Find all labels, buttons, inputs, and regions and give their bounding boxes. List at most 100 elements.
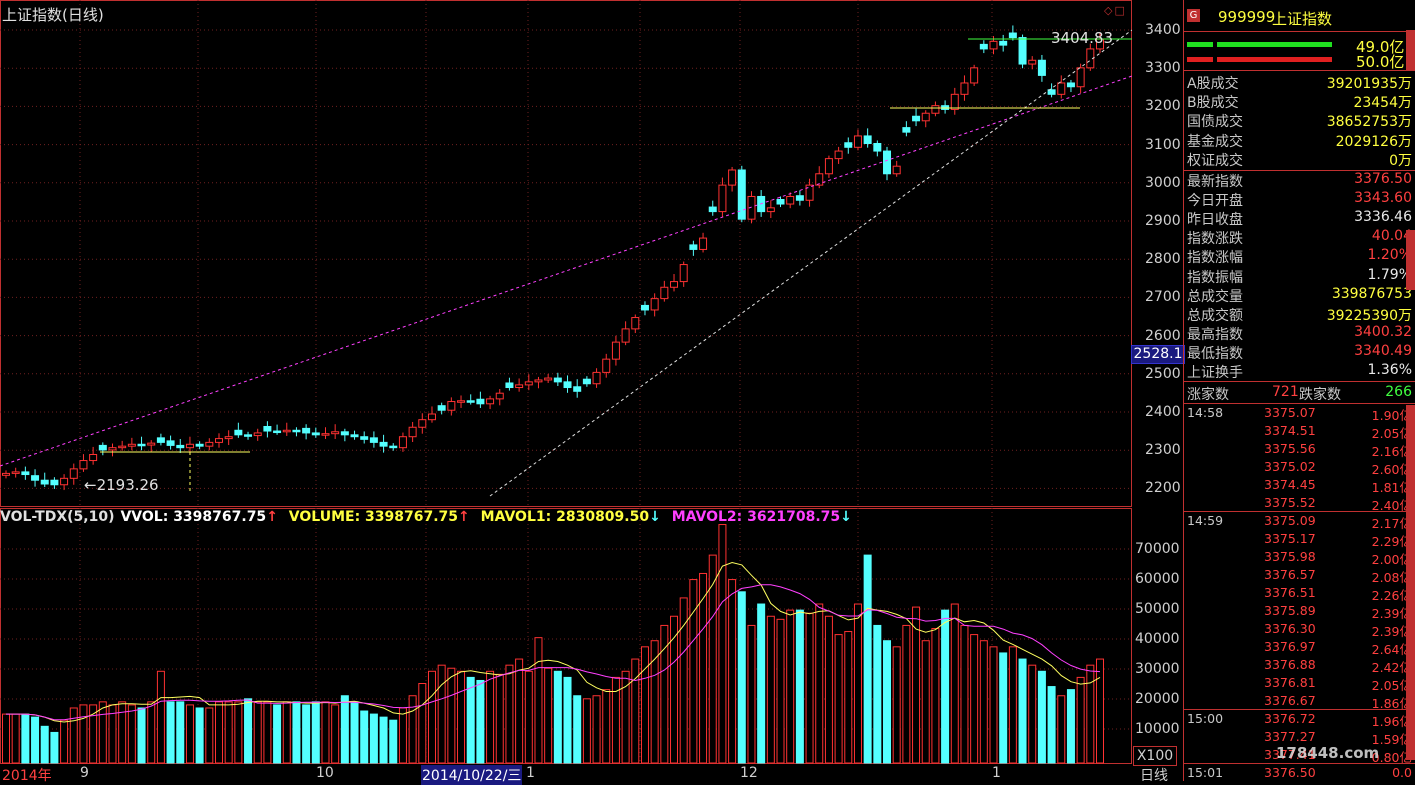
candle-body [999, 40, 1008, 46]
tick-price: 3377.27 [1264, 729, 1316, 744]
x-label-jan: 1 [992, 765, 1001, 781]
tick-time: 15:01 [1187, 765, 1224, 780]
volume-bar [824, 615, 833, 764]
candle-body [689, 244, 698, 250]
tick-row[interactable]: 3376.81 2.05亿 [1184, 675, 1415, 693]
trend-line-magenta [0, 75, 1132, 467]
tick-volume: 2.05亿 [1371, 426, 1412, 441]
x-label-dec: 12 [740, 765, 758, 781]
quote-label: 上证换手 [1187, 365, 1243, 381]
candle-body [747, 195, 756, 220]
tick-row[interactable]: 3376.88 2.42亿 [1184, 657, 1415, 675]
candle-body [553, 377, 562, 383]
breadth-row: 涨家数 721 跌家数 266 [1184, 384, 1415, 403]
volume-bar [1066, 689, 1075, 764]
candle-body [505, 382, 514, 389]
tick-scrollbar[interactable] [1406, 405, 1415, 760]
tick-row[interactable]: 15:01 3376.50 0.0 [1184, 765, 1415, 783]
tick-row[interactable]: 3375.17 2.29亿 [1184, 531, 1415, 549]
candle-body [311, 432, 320, 436]
tick-row[interactable]: 3376.30 2.39亿 [1184, 621, 1415, 639]
volume-bar [437, 664, 446, 764]
tick-row[interactable]: 3377.41 0.80亿 [1184, 747, 1415, 765]
volume-bar [389, 719, 398, 764]
quote-row: 最高指数 3400.32 [1184, 324, 1415, 343]
candle-body [602, 358, 611, 373]
candle-body [466, 400, 475, 403]
period-label[interactable]: 日线 [1140, 768, 1168, 784]
sell-bar [1217, 57, 1332, 62]
fall-count: 266 [1385, 384, 1412, 400]
tick-row[interactable]: 3375.56 2.16亿 [1184, 441, 1415, 459]
x-label-oct: 10 [316, 765, 334, 781]
candle-body [524, 381, 533, 386]
quote-row: 上证换手 1.36% [1184, 362, 1415, 381]
volume-bar [989, 646, 998, 764]
tick-row[interactable]: 3377.27 1.59亿 [1184, 729, 1415, 747]
candle-body [369, 437, 378, 443]
kline-chart[interactable] [0, 0, 1132, 781]
tick-row[interactable]: 3376.67 1.86亿 [1184, 693, 1415, 711]
candle-body [79, 460, 88, 470]
volume-bar [573, 695, 582, 764]
tick-row[interactable]: 14:59 3375.09 2.17亿 [1184, 513, 1415, 531]
chart-area[interactable]: 上证指数(日线) ◇□ VOL-TDX(5,10) VVOL: 3398767.7… [0, 0, 1177, 785]
volume-bar [166, 701, 175, 764]
candle-body [921, 112, 930, 122]
tick-volume: 2.00亿 [1371, 552, 1412, 567]
scroll-handle-mid[interactable] [1406, 230, 1415, 290]
tick-price: 3375.52 [1264, 495, 1316, 510]
g-icon[interactable]: G [1187, 9, 1200, 22]
candle-body [863, 135, 872, 145]
volume-bar [650, 640, 659, 764]
candle-body [302, 427, 311, 434]
candle-body [737, 169, 746, 220]
price-axis-label: 2700 [1145, 289, 1181, 306]
tick-volume: 2.64亿 [1371, 642, 1412, 657]
candle-body [824, 158, 833, 175]
candle-body [611, 341, 620, 360]
tick-row[interactable]: 3375.02 2.60亿 [1184, 459, 1415, 477]
volume-bar [118, 701, 127, 764]
volume-bar [757, 603, 766, 764]
tick-row[interactable]: 3374.45 1.81亿 [1184, 477, 1415, 495]
volume-bar [302, 704, 311, 764]
tick-row[interactable]: 3376.57 2.08亿 [1184, 567, 1415, 585]
window-control-icon[interactable]: ◇□ [1104, 4, 1127, 17]
tick-row[interactable]: 3375.89 2.39亿 [1184, 603, 1415, 621]
tick-price: 3376.81 [1264, 675, 1316, 690]
candle-body [979, 43, 988, 50]
candle-body [805, 184, 814, 201]
candle-body [224, 436, 233, 440]
tick-row[interactable]: 14:58 3375.07 1.90亿 [1184, 405, 1415, 423]
tick-row[interactable]: 3375.98 2.00亿 [1184, 549, 1415, 567]
tick-volume: 1.81亿 [1371, 480, 1412, 495]
stat-label: 国债成交 [1187, 114, 1243, 131]
stat-value: 23454万 [1353, 95, 1412, 112]
candle-body [728, 169, 737, 186]
volume-bar [640, 646, 649, 764]
volume-bar [418, 683, 427, 764]
volume-bar [263, 701, 272, 764]
tick-price: 3374.45 [1264, 477, 1316, 492]
quote-row: 最低指数 3340.49 [1184, 343, 1415, 362]
scroll-handle-top[interactable] [1406, 30, 1415, 70]
candle-body [292, 429, 301, 433]
candle-body [573, 386, 582, 392]
tick-row[interactable]: 3376.51 2.26亿 [1184, 585, 1415, 603]
index-name: 上证指数 [1272, 10, 1333, 28]
watermark: 178448.com [1276, 744, 1380, 762]
volume-bar [776, 618, 785, 764]
tick-row[interactable]: 15:00 3376.72 1.96亿 [1184, 711, 1415, 729]
price-axis-label: 2300 [1145, 442, 1181, 459]
tick-row[interactable]: 3375.52 2.40亿 [1184, 495, 1415, 513]
candle-body [21, 471, 30, 476]
candle-body [776, 198, 785, 205]
tick-row[interactable]: 3376.97 2.64亿 [1184, 639, 1415, 657]
tick-time: 14:59 [1187, 513, 1224, 528]
quote-value: 3336.46 [1354, 209, 1412, 226]
tick-row[interactable]: 3374.51 2.05亿 [1184, 423, 1415, 441]
quote-row: 总成交额 39225390万 [1184, 305, 1415, 324]
candle-body [205, 441, 214, 447]
tick-price: 3377.41 [1264, 747, 1316, 762]
